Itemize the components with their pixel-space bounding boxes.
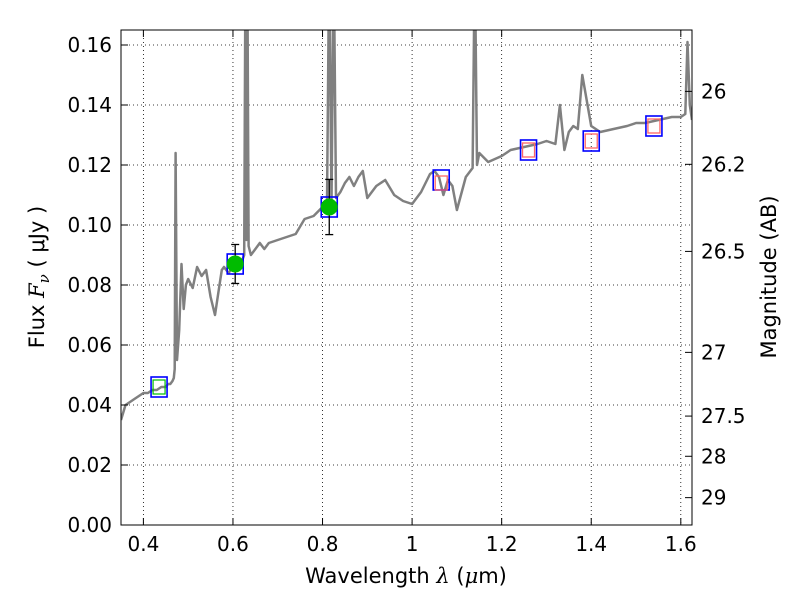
y-axis-label: Flux Fν ( μJy ) (25, 206, 53, 348)
x-tick-label: 1.4 (575, 532, 607, 556)
x-tick-label: 1 (406, 532, 419, 556)
y-tick-label: 0.00 (67, 513, 112, 537)
x-tick-label: 1.2 (486, 532, 518, 556)
observed-flux-point (321, 199, 337, 215)
y-tick-label: 0.08 (67, 273, 112, 297)
y-tick-label: 0.02 (67, 453, 112, 477)
mag-tick-label: 28 (701, 444, 726, 468)
y2-axis-label: Magnitude (AB) (757, 195, 781, 358)
mag-tick-label: 26.5 (701, 239, 746, 263)
y-tick-label: 0.16 (67, 33, 112, 57)
mag-tick-label: 29 (701, 486, 726, 510)
x-tick-label: 0.4 (127, 532, 159, 556)
observed-flux-point (227, 256, 243, 272)
x-tick-label: 0.8 (307, 532, 339, 556)
y-tick-label: 0.04 (67, 393, 112, 417)
mag-tick-label: 27.5 (701, 404, 746, 428)
x-tick-label: 0.6 (217, 532, 249, 556)
y-tick-label: 0.10 (67, 213, 112, 237)
y-tick-label: 0.14 (67, 93, 112, 117)
x-tick-label: 1.6 (665, 532, 697, 556)
mag-tick-label: 27 (701, 340, 726, 364)
y-tick-label: 0.06 (67, 333, 112, 357)
mag-tick-label: 26.2 (701, 152, 746, 176)
x-axis-label: Wavelength λ (μm) (305, 564, 507, 588)
y-tick-label: 0.12 (67, 153, 112, 177)
mag-tick-label: 26 (701, 79, 726, 103)
